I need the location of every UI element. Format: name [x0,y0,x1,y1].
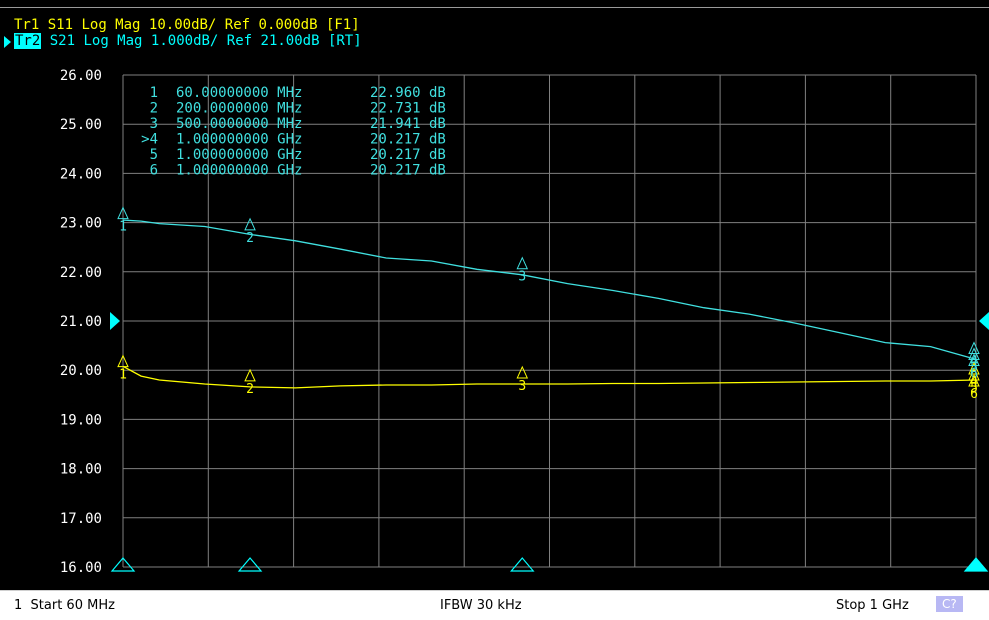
trace1-format: Log Mag [81,17,141,33]
y-tick-label: 25.00 [60,117,102,133]
status-bar: 1 Start 60 MHz IFBW 30 kHz Stop 1 GHz C? [0,590,989,620]
marker-2-tr2-icon[interactable] [244,217,256,231]
trace2-scale: 1.000dB/ [150,33,219,49]
marker-table-frequency: 60.00000000 MHz [176,85,302,101]
marker-3-tr1-icon[interactable] [516,365,529,379]
marker-table-number: 6 [150,163,158,179]
ifbw-value[interactable]: IFBW 30 kHz [440,598,522,613]
stimulus-marker-icon[interactable] [509,557,535,572]
y-tick-label: 21.00 [60,314,102,330]
trace-line-tr2 [122,219,977,361]
marker-table-number: 1 [150,85,158,101]
stop-frequency[interactable]: Stop 1 GHz [836,598,909,613]
marker-2-tr1-icon[interactable] [244,368,256,382]
y-tick-label: 18.00 [60,462,102,478]
chart-svg[interactable]: 26.00 25.00 24.00 23.00 22.00 21.00 20.00 19.00… [0,0,989,590]
status-badge[interactable]: C? [936,596,963,612]
marker-3-tr2-icon[interactable] [516,256,529,270]
trace1-tag: [F1] [325,17,360,33]
y-tick-label: 19.00 [60,412,102,428]
marker-table-frequency: 1.000000000 GHz [176,132,302,148]
active-trace-arrow-icon [4,36,11,48]
y-tick-label: 26.00 [60,68,102,84]
y-tick-label: 22.00 [60,265,102,281]
marker-1-tr2-label: 1 [119,220,127,235]
marker-1-tr1-label: 1 [119,368,127,383]
y-tick-label: 17.00 [60,511,102,527]
marker-table-number: 2 [150,101,158,117]
marker-table-value: 21.941 dB [370,116,446,132]
marker-5-tr2-icon[interactable] [968,347,980,361]
trace2-format: Log Mag [83,33,143,49]
trace1-param: S11 [47,17,74,33]
marker-table-frequency: 1.000000000 GHz [176,147,302,163]
stimulus-marker-icon[interactable] [237,557,263,572]
y-tick-label: 23.00 [60,216,102,232]
marker-5-tr1-label: 5 [970,381,978,396]
marker-2-tr2-label: 2 [246,231,254,246]
marker-table-value: 22.960 dB [370,85,446,101]
y-tick-label: 24.00 [60,166,102,182]
marker-table-frequency: 200.0000000 MHz [176,101,302,117]
trace1-ref: Ref 0.000dB [224,17,318,33]
marker-table-value: 22.731 dB [370,101,446,117]
marker-table-number: 3 [150,116,158,132]
marker-5-tr1-icon[interactable] [968,367,980,381]
ref-level-arrow-right-icon [979,312,989,330]
marker-table-number: >4 [141,132,158,148]
trace1-scale: 10.00dB/ [148,17,217,33]
trace1-id: Tr1 [14,17,40,33]
plot-area: Tr1 S11 Log Mag 10.00dB/ Ref 0.000dB [F1… [0,0,989,590]
marker-table-value: 20.217 dB [370,147,446,163]
marker-4-tr1-label: 4 [970,375,978,390]
y-tick-label: 16.00 [60,560,102,576]
ref-level-arrow-icon[interactable] [110,312,120,330]
marker-table-frequency: 500.0000000 MHz [176,116,302,132]
marker-6-tr2-icon[interactable] [968,353,980,367]
marker-3-tr1-label: 3 [518,379,526,394]
marker-table-frequency: 1.000000000 GHz [176,163,302,179]
trace2-tag: [RT] [327,33,362,49]
stimulus-marker-icon[interactable] [110,557,136,572]
marker-1-tr1-icon[interactable] [117,354,129,368]
start-frequency[interactable]: 1 Start 60 MHz [14,598,115,613]
marker-1-tr2-icon[interactable] [117,206,129,220]
marker-2-tr1-label: 2 [246,382,254,397]
stimulus-marker-icon[interactable] [963,557,989,572]
y-tick-label: 20.00 [60,363,102,379]
trace-line-tr1 [122,365,977,389]
trace2-param: S21 [49,33,76,49]
marker-6-tr1-icon[interactable] [968,373,980,387]
trace2-ref: Ref 21.00dB [226,33,320,49]
marker-3-tr2-label: 3 [518,270,526,285]
marker-table-number: 5 [150,147,158,163]
marker-table-value: 20.217 dB [370,163,446,179]
marker-6-tr1-label: 6 [970,387,978,402]
trace2-id: Tr2 [14,33,42,49]
trace2-header[interactable]: Tr2 S21 Log Mag 1.000dB/ Ref 21.00dB [RT… [14,33,362,49]
trace1-header[interactable]: Tr1 S11 Log Mag 10.00dB/ Ref 0.000dB [F1… [14,17,360,33]
marker-table-value: 20.217 dB [370,132,446,148]
top-divider [0,7,989,8]
